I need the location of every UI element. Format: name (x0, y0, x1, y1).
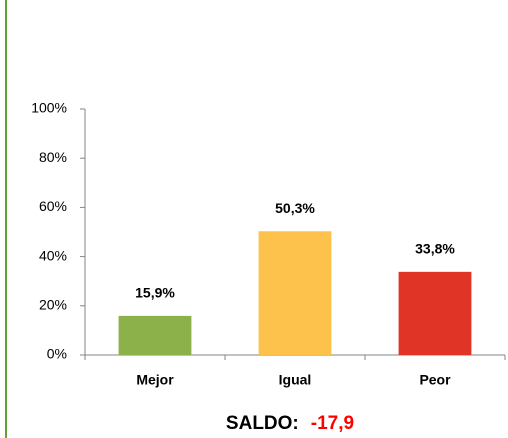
x-tick-label: Igual (279, 372, 312, 388)
y-tick-label: 100% (31, 100, 67, 116)
y-tick-label: 60% (39, 198, 67, 214)
y-tick-label: 40% (39, 247, 67, 263)
bar (398, 271, 472, 355)
bar (258, 231, 332, 355)
x-tick-label: Peor (419, 372, 451, 388)
bar (118, 315, 192, 355)
saldo-label: SALDO: (226, 413, 299, 434)
x-tick-label: Mejor (136, 372, 174, 388)
y-tick-label: 20% (39, 297, 67, 313)
y-tick-label: 0% (47, 346, 67, 362)
data-label: 33,8% (415, 241, 455, 257)
y-tick-label: 80% (39, 149, 67, 165)
data-label: 50,3% (275, 200, 315, 216)
data-label: 15,9% (135, 285, 175, 301)
saldo-value: -17,9 (311, 413, 354, 434)
